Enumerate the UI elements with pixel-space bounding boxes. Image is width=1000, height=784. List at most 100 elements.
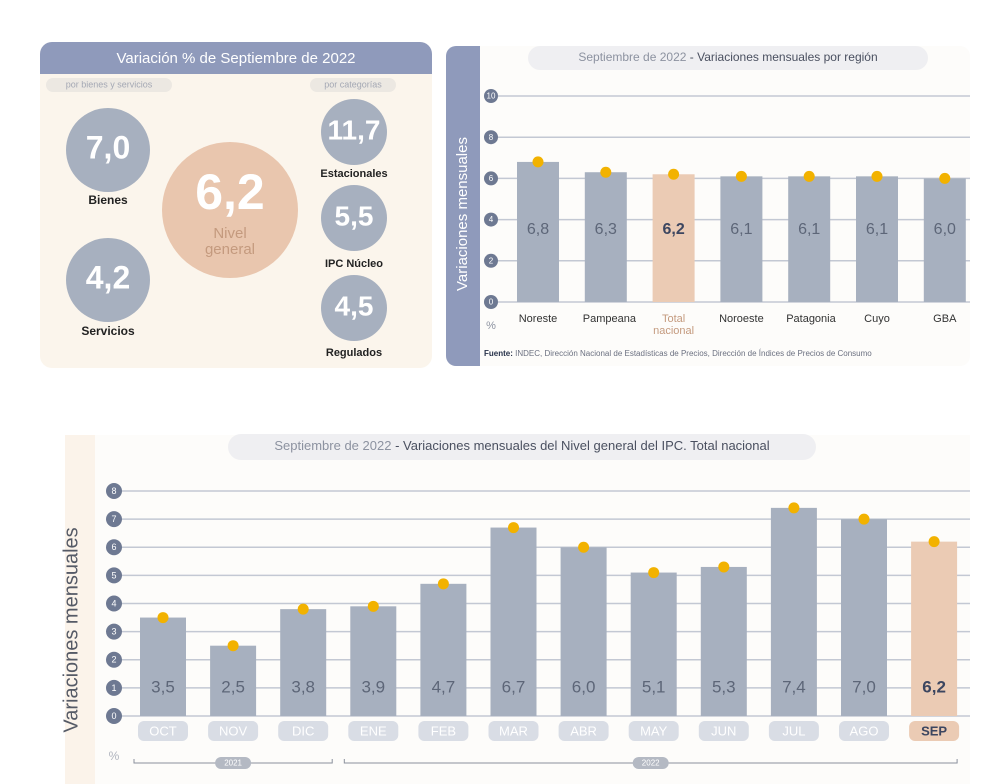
value-label: 2,5 bbox=[221, 677, 245, 696]
bar-marker bbox=[600, 166, 612, 178]
bar-marker bbox=[437, 578, 449, 590]
bubble bbox=[321, 185, 387, 251]
tick-dot bbox=[106, 539, 122, 556]
left-tag: por bienes y servicios bbox=[66, 79, 153, 89]
x-tick-label: FEB bbox=[431, 723, 456, 738]
tick-dot bbox=[106, 679, 122, 696]
chart-title: Septiembre de 2022 - Variaciones mensual… bbox=[274, 438, 769, 453]
source-label: Fuente: bbox=[484, 349, 513, 358]
bubble-value: 5,5 bbox=[335, 200, 374, 231]
tag-pill bbox=[310, 78, 396, 92]
x-tick-label: NOV bbox=[219, 723, 248, 738]
axis-strip bbox=[65, 435, 95, 784]
value-label: 7,4 bbox=[782, 677, 806, 696]
x-tick-label: GBA bbox=[933, 313, 957, 325]
y-tick-label: 3 bbox=[111, 627, 116, 637]
bar bbox=[420, 583, 467, 716]
x-tick-label: MAY bbox=[640, 723, 668, 738]
bar-marker bbox=[157, 612, 169, 624]
unit-label: % bbox=[486, 320, 496, 332]
tick-dot bbox=[484, 89, 498, 103]
tick-dot bbox=[484, 212, 498, 227]
value-label: 6,0 bbox=[572, 677, 596, 696]
tick-dot bbox=[484, 253, 498, 268]
tick-dot bbox=[484, 130, 498, 145]
x-tick-label: Cuyo bbox=[864, 313, 890, 325]
x-tick-label: Patagonia bbox=[786, 313, 836, 325]
bar-marker bbox=[858, 513, 870, 525]
x-tick-label: Noreste bbox=[518, 313, 558, 325]
main-label-box: Nivel general bbox=[205, 226, 255, 258]
title-pill bbox=[528, 46, 928, 70]
bar-marker bbox=[578, 541, 590, 553]
y-tick-label: 6 bbox=[111, 542, 116, 552]
value-label: 6,3 bbox=[595, 221, 617, 238]
value-label: 6,1 bbox=[730, 221, 752, 238]
bar bbox=[720, 176, 763, 302]
bubble-label: Regulados bbox=[326, 347, 382, 359]
bar bbox=[856, 176, 898, 302]
y-tick-label: 8 bbox=[489, 133, 494, 142]
tick-dot bbox=[106, 623, 122, 640]
value-label: 5,1 bbox=[642, 677, 666, 696]
bubble-value: 4,5 bbox=[335, 290, 374, 321]
category-pill bbox=[138, 721, 188, 741]
y-tick-label: 7 bbox=[111, 514, 116, 524]
region-panel bbox=[446, 46, 970, 366]
x-tick-label: JUN bbox=[711, 723, 736, 738]
x-tick-label: Noroeste bbox=[719, 313, 764, 325]
bubble-label: IPC Núcleo bbox=[325, 258, 383, 270]
source: Fuente: INDEC, Dirección Nacional de Est… bbox=[484, 349, 872, 358]
bar bbox=[630, 572, 677, 716]
title-pill bbox=[228, 434, 816, 460]
chart-title: Septiembre de 2022 - Variaciones mensual… bbox=[578, 50, 877, 64]
value-label: 7,0 bbox=[852, 677, 876, 696]
bar-marker bbox=[668, 168, 680, 180]
y-tick-label: 10 bbox=[487, 92, 496, 101]
y-axis-label: Variaciones mensuales bbox=[60, 527, 82, 732]
bar bbox=[560, 547, 607, 716]
bar-marker bbox=[508, 522, 519, 534]
bubble-main bbox=[162, 142, 298, 278]
x-tick-label: Total nacional bbox=[653, 313, 695, 337]
category-pill bbox=[208, 721, 259, 741]
bar bbox=[350, 606, 397, 716]
bar-marker bbox=[648, 567, 660, 579]
bar bbox=[700, 566, 747, 716]
x-tick-label: ABR bbox=[570, 723, 597, 738]
x-tick-label: AGO bbox=[850, 723, 879, 738]
summary-header bbox=[40, 42, 432, 74]
value-label: 6,7 bbox=[502, 677, 526, 696]
tick-dot bbox=[106, 708, 122, 724]
axis-strip bbox=[446, 46, 480, 366]
category-pill bbox=[488, 721, 539, 741]
category-pill bbox=[558, 721, 609, 741]
year-pill bbox=[632, 757, 669, 769]
x-tick-label: ENE bbox=[360, 723, 387, 738]
title-text: - Variaciones mensuales por región bbox=[690, 50, 878, 64]
category-pill bbox=[348, 721, 399, 741]
value-label: 5,3 bbox=[712, 677, 736, 696]
value-label: 6,2 bbox=[922, 677, 946, 696]
bubble-label: Estacionales bbox=[320, 168, 387, 180]
bubble-value: 4,2 bbox=[86, 259, 130, 295]
y-tick-label: 2 bbox=[111, 655, 116, 665]
value-label: 4,7 bbox=[432, 677, 456, 696]
bar-marker bbox=[532, 156, 544, 168]
x-tick-box: Pampeana bbox=[583, 313, 636, 325]
bar-marker bbox=[788, 502, 800, 514]
y-tick-label: 2 bbox=[489, 256, 494, 265]
category-pill bbox=[768, 721, 819, 741]
value-label: 3,8 bbox=[291, 677, 315, 696]
value-label: 6,1 bbox=[866, 221, 888, 238]
bar bbox=[652, 174, 695, 302]
x-tick-label: MAR bbox=[499, 723, 528, 738]
x-tick-label: OCT bbox=[149, 723, 177, 738]
category-pill bbox=[698, 721, 749, 741]
tick-dot bbox=[106, 595, 122, 612]
category-pill bbox=[278, 721, 329, 741]
y-tick-label: 8 bbox=[111, 486, 116, 496]
bar-marker bbox=[871, 170, 883, 182]
